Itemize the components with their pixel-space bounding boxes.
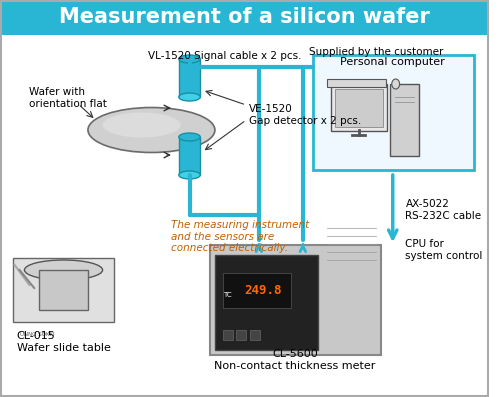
Text: 249.8: 249.8 [244,285,282,297]
Text: Wafer with
orientation flat: Wafer with orientation flat [30,87,107,109]
Text: CL-5600
Non-contact thickness meter: CL-5600 Non-contact thickness meter [214,349,376,371]
FancyBboxPatch shape [335,89,383,127]
Ellipse shape [392,79,400,89]
FancyBboxPatch shape [0,0,488,35]
Text: VL-1520 Signal cable x 2 pcs.: VL-1520 Signal cable x 2 pcs. [148,51,302,61]
FancyBboxPatch shape [328,79,386,87]
FancyBboxPatch shape [179,59,201,97]
FancyBboxPatch shape [312,55,474,170]
FancyBboxPatch shape [390,84,419,156]
Text: CL-015
Wafer slide table: CL-015 Wafer slide table [16,331,110,353]
Ellipse shape [88,108,215,152]
FancyBboxPatch shape [210,245,381,355]
Text: Measurement of a silicon wafer: Measurement of a silicon wafer [59,7,430,27]
FancyBboxPatch shape [12,258,115,322]
Ellipse shape [179,133,201,141]
Ellipse shape [24,260,102,280]
Text: AX-5022
RS-232C cable: AX-5022 RS-232C cable [406,199,481,221]
Text: Personal computer: Personal computer [340,57,445,67]
Text: The measuring instrument
and the sensors are
connected electrically.: The measuring instrument and the sensors… [171,220,309,253]
Ellipse shape [179,93,201,101]
Ellipse shape [179,171,201,179]
FancyBboxPatch shape [223,330,232,340]
Text: VE-1520
Gap detector x 2 pcs.: VE-1520 Gap detector x 2 pcs. [249,104,362,126]
Text: CPU for
system control: CPU for system control [406,239,483,261]
FancyBboxPatch shape [223,273,291,308]
Ellipse shape [102,112,180,137]
FancyBboxPatch shape [215,255,318,350]
FancyBboxPatch shape [179,137,201,175]
FancyBboxPatch shape [39,270,88,310]
FancyBboxPatch shape [250,330,260,340]
Text: TC: TC [223,292,232,298]
Text: UNNO SOKKI: UNNO SOKKI [20,333,54,337]
FancyBboxPatch shape [236,330,246,340]
FancyBboxPatch shape [331,84,387,131]
Text: Supplied by the customer: Supplied by the customer [309,47,444,57]
Ellipse shape [179,55,201,63]
